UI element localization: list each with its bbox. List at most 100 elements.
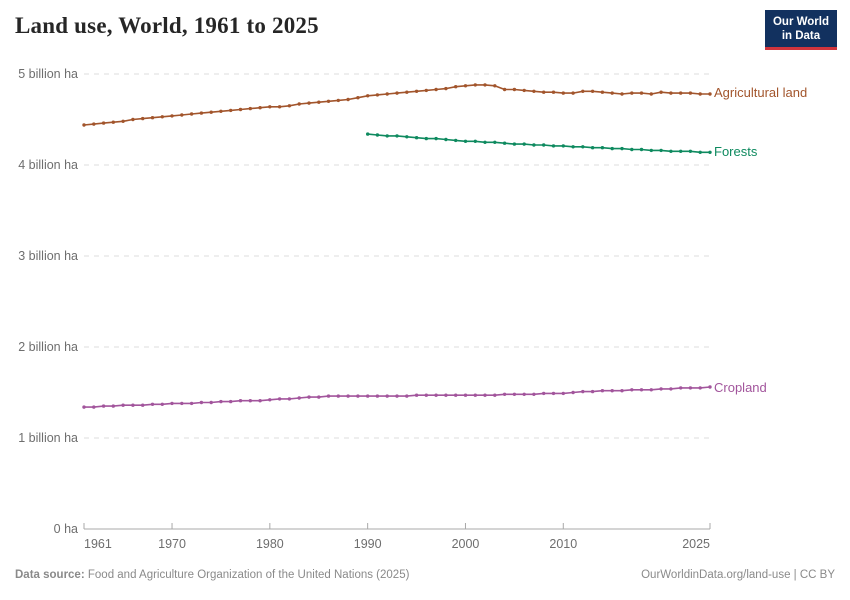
data-point[interactable] <box>532 89 536 94</box>
data-point[interactable] <box>669 91 673 95</box>
data-point[interactable] <box>571 91 575 95</box>
data-point[interactable] <box>150 116 155 120</box>
data-point[interactable] <box>287 104 292 108</box>
data-point[interactable] <box>160 115 164 119</box>
data-point[interactable] <box>326 394 331 398</box>
data-point[interactable] <box>317 100 321 104</box>
data-point[interactable] <box>483 83 487 87</box>
data-point[interactable] <box>542 90 546 94</box>
data-point[interactable] <box>229 399 233 404</box>
data-point[interactable] <box>483 393 487 397</box>
data-point[interactable] <box>258 399 262 403</box>
data-point[interactable] <box>405 135 409 139</box>
data-point[interactable] <box>170 114 174 118</box>
data-point[interactable] <box>424 88 428 93</box>
data-point[interactable] <box>581 89 585 94</box>
data-point[interactable] <box>434 136 438 141</box>
data-point[interactable] <box>512 392 517 396</box>
data-point[interactable] <box>434 393 438 397</box>
data-point[interactable] <box>180 401 184 406</box>
data-point[interactable] <box>581 145 585 149</box>
data-point[interactable] <box>317 395 321 399</box>
data-point[interactable] <box>121 119 125 124</box>
data-point[interactable] <box>561 144 565 148</box>
data-point[interactable] <box>590 89 595 94</box>
data-point[interactable] <box>238 107 243 112</box>
data-point[interactable] <box>590 146 595 150</box>
data-point[interactable] <box>111 404 116 408</box>
data-point[interactable] <box>111 120 116 124</box>
data-point[interactable] <box>366 394 370 398</box>
data-point[interactable] <box>346 394 350 398</box>
data-point[interactable] <box>268 398 272 402</box>
data-point[interactable] <box>219 399 223 404</box>
series-line-agricultural-land[interactable] <box>83 84 711 126</box>
data-point[interactable] <box>268 105 272 109</box>
data-point[interactable] <box>101 404 106 408</box>
data-point[interactable] <box>493 393 497 397</box>
data-point[interactable] <box>688 386 693 390</box>
data-point[interactable] <box>346 97 350 102</box>
data-point[interactable] <box>473 139 477 143</box>
data-point[interactable] <box>180 113 184 117</box>
data-point[interactable] <box>287 397 292 401</box>
data-point[interactable] <box>307 101 311 105</box>
data-point[interactable] <box>561 91 565 95</box>
data-point[interactable] <box>600 146 605 150</box>
data-point[interactable] <box>160 402 164 406</box>
data-point[interactable] <box>141 403 145 407</box>
data-point[interactable] <box>405 394 409 398</box>
data-point[interactable] <box>414 393 419 397</box>
data-point[interactable] <box>698 150 702 154</box>
data-point[interactable] <box>336 394 340 398</box>
data-point[interactable] <box>620 389 624 393</box>
data-point[interactable] <box>199 111 204 115</box>
data-point[interactable] <box>424 136 428 141</box>
data-point[interactable] <box>551 90 556 94</box>
data-point[interactable] <box>630 91 634 95</box>
data-point[interactable] <box>600 389 605 393</box>
data-point[interactable] <box>454 85 458 89</box>
data-point[interactable] <box>571 145 575 149</box>
data-point[interactable] <box>610 389 614 393</box>
series-label-cropland[interactable]: Cropland <box>714 380 767 395</box>
data-point[interactable] <box>649 92 653 96</box>
data-point[interactable] <box>522 392 526 396</box>
data-point[interactable] <box>150 402 155 406</box>
data-point[interactable] <box>209 110 213 114</box>
data-point[interactable] <box>649 388 653 392</box>
data-point[interactable] <box>385 394 389 398</box>
data-point[interactable] <box>473 393 477 397</box>
data-point[interactable] <box>414 136 419 140</box>
data-point[interactable] <box>502 141 507 145</box>
data-point[interactable] <box>630 147 634 152</box>
series-label-agricultural-land[interactable]: Agricultural land <box>714 85 808 100</box>
data-point[interactable] <box>688 91 693 95</box>
data-point[interactable] <box>620 146 624 151</box>
data-point[interactable] <box>405 90 409 94</box>
owid-link[interactable]: OurWorldinData.org/land-use | CC BY <box>641 569 835 581</box>
data-point[interactable] <box>82 123 86 127</box>
data-point[interactable] <box>698 386 702 390</box>
data-point[interactable] <box>512 87 517 92</box>
data-point[interactable] <box>92 405 96 409</box>
data-point[interactable] <box>219 109 223 114</box>
data-point[interactable] <box>385 92 389 96</box>
data-point[interactable] <box>336 98 340 103</box>
data-point[interactable] <box>444 137 448 142</box>
data-point[interactable] <box>395 394 399 398</box>
data-point[interactable] <box>92 122 96 126</box>
data-point[interactable] <box>581 389 585 394</box>
data-point[interactable] <box>463 393 468 397</box>
data-point[interactable] <box>170 401 174 406</box>
series-line-forests[interactable] <box>366 133 711 154</box>
data-point[interactable] <box>395 91 399 95</box>
data-point[interactable] <box>708 385 712 389</box>
data-point[interactable] <box>434 87 438 92</box>
data-point[interactable] <box>366 132 370 136</box>
data-point[interactable] <box>659 90 663 94</box>
data-point[interactable] <box>669 149 673 153</box>
data-point[interactable] <box>483 140 487 144</box>
data-point[interactable] <box>297 396 301 400</box>
data-point[interactable] <box>463 139 468 143</box>
